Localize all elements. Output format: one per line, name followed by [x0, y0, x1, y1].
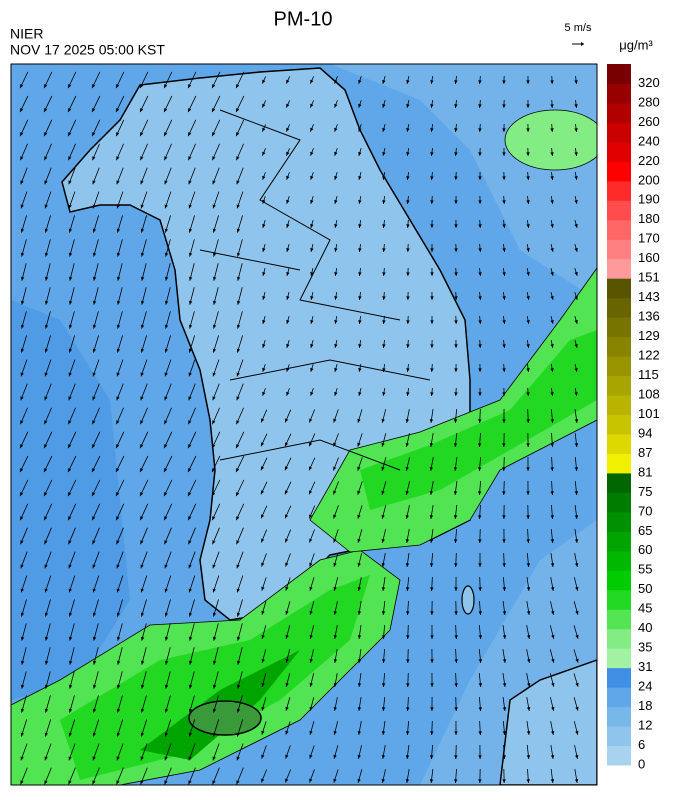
colorbar-label: 87 — [638, 445, 652, 460]
colorbar-segment — [607, 278, 631, 298]
colorbar-segment — [607, 356, 631, 376]
colorbar-label: 6 — [638, 737, 645, 752]
colorbar-label: 31 — [638, 659, 652, 674]
colorbar-segment — [607, 239, 631, 259]
colorbar-segment — [607, 746, 631, 766]
colorbar-label: 136 — [638, 309, 660, 324]
colorbar-label: 65 — [638, 523, 652, 538]
colorbar-segment — [607, 142, 631, 162]
colorbar-label: 55 — [638, 562, 652, 577]
colorbar-label: 190 — [638, 192, 660, 207]
colorbar-label: 151 — [638, 270, 660, 285]
colorbar-label: 101 — [638, 406, 660, 421]
colorbar-label: 160 — [638, 250, 660, 265]
colorbar-label: 129 — [638, 328, 660, 343]
jeju-island — [189, 701, 261, 735]
colorbar-label: 143 — [638, 289, 660, 304]
colorbar-segment — [607, 492, 631, 512]
colorbar-label: 24 — [638, 679, 652, 694]
timestamp: NOV 17 2025 05:00 KST — [10, 42, 165, 58]
colorbar-segment — [607, 609, 631, 629]
colorbar-segment — [607, 707, 631, 727]
colorbar-segment — [607, 337, 631, 357]
colorbar-segment — [607, 181, 631, 201]
colorbar-label: 170 — [638, 231, 660, 246]
wind-scale-arrowhead — [581, 42, 584, 46]
colorbar-label: 240 — [638, 133, 660, 148]
colorbar-segment — [607, 453, 631, 473]
colorbar-segment — [607, 83, 631, 103]
source: NIER — [10, 26, 43, 42]
colorbar-label: 180 — [638, 211, 660, 226]
colorbar-segment — [607, 259, 631, 279]
colorbar-segment — [607, 434, 631, 454]
colorbar-segment — [607, 687, 631, 707]
colorbar-segment — [607, 512, 631, 532]
colorbar-label: 50 — [638, 581, 652, 596]
unit: μg/m³ — [619, 37, 653, 52]
colorbar-label: 35 — [638, 640, 652, 655]
colorbar-label: 40 — [638, 620, 652, 635]
colorbar-label: 75 — [638, 484, 652, 499]
colorbar-label: 108 — [638, 386, 660, 401]
colorbar-label: 260 — [638, 114, 660, 129]
colorbar-label: 70 — [638, 503, 652, 518]
colorbar: 0 6 12 18 24 31 35 40 45 50 55 60 65 70 75 81 87 94 101 108… — [607, 64, 660, 771]
colorbar-label: 12 — [638, 717, 652, 732]
pollution-patch — [505, 110, 605, 170]
colorbar-segment — [607, 590, 631, 610]
colorbar-segment — [607, 103, 631, 123]
colorbar-segment — [607, 298, 631, 318]
colorbar-segment — [607, 395, 631, 415]
colorbar-segment — [607, 161, 631, 181]
colorbar-segment — [607, 570, 631, 590]
colorbar-segment — [607, 473, 631, 493]
colorbar-segment — [607, 200, 631, 220]
colorbar-segment — [607, 122, 631, 142]
colorbar-segment — [607, 317, 631, 337]
colorbar-segment — [607, 220, 631, 240]
colorbar-label: 60 — [638, 542, 652, 557]
map — [11, 64, 605, 785]
colorbar-segment — [607, 376, 631, 396]
colorbar-segment — [607, 726, 631, 746]
wind-scale-label: 5 m/s — [565, 22, 592, 34]
colorbar-label: 18 — [638, 698, 652, 713]
colorbar-label: 45 — [638, 601, 652, 616]
colorbar-label: 200 — [638, 172, 660, 187]
island — [462, 586, 474, 614]
colorbar-label: 0 — [638, 756, 645, 771]
colorbar-segment — [607, 531, 631, 551]
title: PM-10 — [274, 8, 333, 30]
colorbar-segment — [607, 629, 631, 649]
colorbar-segment — [607, 415, 631, 435]
colorbar-segment — [607, 551, 631, 571]
colorbar-segment — [607, 64, 631, 84]
colorbar-label: 122 — [638, 348, 660, 363]
colorbar-label: 320 — [638, 75, 660, 90]
colorbar-label: 94 — [638, 425, 652, 440]
colorbar-segment — [607, 648, 631, 668]
colorbar-label: 280 — [638, 94, 660, 109]
colorbar-label: 81 — [638, 464, 652, 479]
colorbar-segment — [607, 668, 631, 688]
colorbar-label: 220 — [638, 153, 660, 168]
colorbar-label: 115 — [638, 367, 659, 382]
